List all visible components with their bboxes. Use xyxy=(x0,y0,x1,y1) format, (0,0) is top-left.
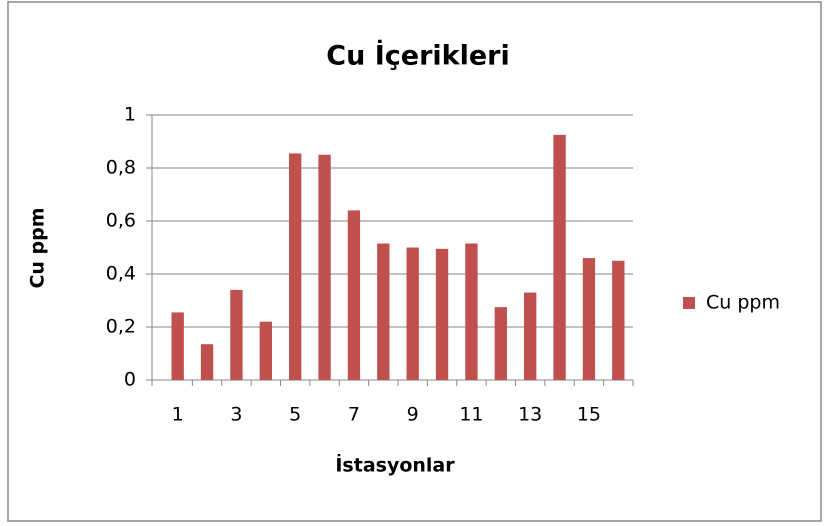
y-tick-label: 0,4 xyxy=(106,263,136,285)
bar xyxy=(465,243,478,380)
x-tick-label: 11 xyxy=(459,404,483,426)
y-tick-label: 0,2 xyxy=(106,316,136,338)
x-tick-label: 13 xyxy=(518,404,542,426)
y-axis-label: Cu ppm xyxy=(27,207,49,288)
x-tick-label: 9 xyxy=(407,404,419,426)
bar xyxy=(494,307,507,380)
x-tick-label: 5 xyxy=(289,404,301,426)
y-tick-label: 1 xyxy=(124,104,136,126)
bar xyxy=(406,247,419,380)
x-tick-label: 3 xyxy=(230,404,242,426)
bar xyxy=(524,292,537,380)
y-tick-label: 0 xyxy=(124,369,136,391)
bar xyxy=(435,248,449,380)
x-axis-label: İstasyonlar xyxy=(335,453,455,477)
bar xyxy=(230,289,243,380)
bar xyxy=(259,321,272,380)
bar xyxy=(289,153,302,380)
y-tick-label: 0,6 xyxy=(106,210,136,232)
bar xyxy=(553,134,566,380)
y-tick-label: 0,8 xyxy=(106,157,136,179)
chart-title: Cu İçerikleri xyxy=(326,40,509,72)
legend-swatch xyxy=(683,297,695,309)
bar xyxy=(347,210,361,380)
bar xyxy=(377,243,390,380)
bar xyxy=(612,260,625,380)
legend-label: Cu ppm xyxy=(706,292,780,314)
bar xyxy=(200,344,214,380)
x-tick-label: 7 xyxy=(348,404,360,426)
bar xyxy=(171,312,184,380)
bar xyxy=(318,154,331,380)
x-tick-label: 15 xyxy=(577,404,601,426)
x-tick-label: 1 xyxy=(172,404,184,426)
bar xyxy=(582,258,596,380)
